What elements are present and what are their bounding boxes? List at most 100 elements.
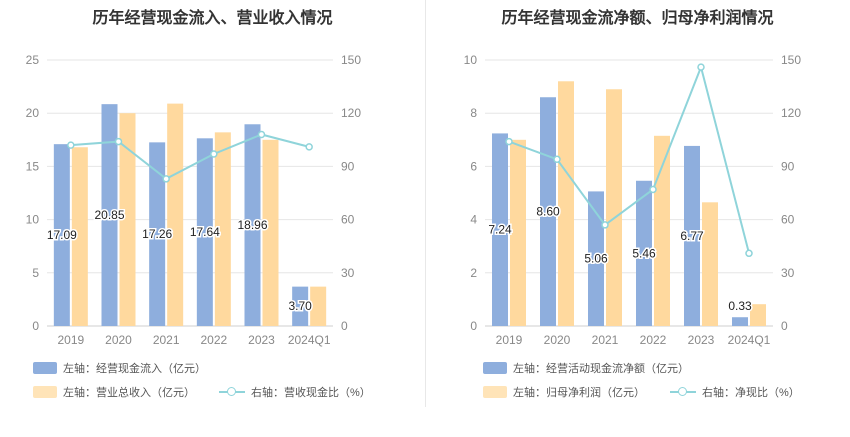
left-axis-tick-label: 20 bbox=[26, 106, 40, 120]
bar-secondary bbox=[119, 113, 136, 326]
ratio-point bbox=[745, 249, 753, 258]
legend-label: 左轴：营业总收入（亿元） bbox=[63, 387, 195, 399]
right-axis-tick-label: 30 bbox=[341, 266, 355, 280]
bar-primary bbox=[684, 145, 700, 326]
left-axis-tick-label: 0 bbox=[32, 319, 39, 333]
ratio-point bbox=[553, 155, 561, 164]
left-chart-plot: 0 5 10 15 20 25 0 30 60 90 120 150 2019 2020 2021 2022 2… bbox=[26, 53, 362, 347]
left-axis-tick-label: 15 bbox=[26, 159, 40, 173]
bar-primary bbox=[53, 144, 70, 326]
right-axis-tick-label: 0 bbox=[781, 319, 788, 333]
right-axis-tick-label: 150 bbox=[781, 53, 801, 67]
bar-secondary bbox=[750, 304, 766, 326]
ratio-point bbox=[601, 221, 609, 229]
legend-item-net-cash[interactable]: 左轴：经营活动现金流净额（亿元） bbox=[483, 360, 689, 376]
bar-secondary bbox=[558, 81, 574, 326]
legend-label: 左轴：归母净利润（亿元） bbox=[513, 387, 645, 399]
bar-value-label: 17.64 bbox=[190, 225, 220, 239]
right-axis-tick-label: 120 bbox=[341, 106, 361, 120]
ratio-point bbox=[67, 141, 75, 149]
x-axis-tick-label: 2022 bbox=[640, 333, 667, 347]
left-axis-tick-label: 25 bbox=[26, 53, 40, 67]
bar-secondary bbox=[71, 147, 88, 326]
bar-primary bbox=[101, 104, 118, 326]
right-axis-tick-label: 90 bbox=[341, 159, 355, 173]
left-axis-tick-label: 10 bbox=[26, 213, 40, 227]
bar-value-label: 3.70 bbox=[288, 299, 312, 313]
ratio-point bbox=[649, 185, 657, 194]
bar-secondary bbox=[262, 139, 279, 326]
ratio-point bbox=[697, 63, 705, 71]
bar-primary bbox=[292, 286, 309, 326]
left-chart-title: 历年经营现金流入、营业收入情况 bbox=[92, 10, 333, 27]
bar-primary bbox=[732, 317, 748, 326]
x-axis-tick-label: 2021 bbox=[592, 333, 619, 347]
ratio-point bbox=[162, 175, 170, 183]
legend-item-ratio[interactable]: 右轴：营收现金比（%） bbox=[219, 384, 371, 400]
bar-value-label: 18.96 bbox=[237, 218, 267, 232]
bar-secondary bbox=[702, 202, 718, 326]
legend-line-icon bbox=[219, 386, 245, 398]
legend-item-net-profit[interactable]: 左轴：归母净利润（亿元） bbox=[483, 384, 645, 400]
right-chart-title: 历年经营现金流净额、归母净利润情况 bbox=[501, 10, 774, 27]
legend-swatch-blue bbox=[33, 362, 57, 374]
bar-primary bbox=[492, 133, 508, 326]
left-axis-tick-label: 6 bbox=[470, 159, 477, 173]
bar-secondary bbox=[510, 139, 526, 326]
left-axis-tick-label: 4 bbox=[470, 213, 477, 227]
x-axis-tick-label: 2019 bbox=[57, 333, 84, 347]
bar-primary bbox=[244, 124, 261, 327]
left-axis-tick-label: 0 bbox=[470, 319, 477, 333]
legend-swatch-orange bbox=[33, 386, 57, 398]
ratio-line bbox=[508, 63, 750, 254]
ratio-line bbox=[70, 133, 310, 180]
bar-primary bbox=[588, 191, 604, 326]
legend-item-net-cash-ratio[interactable]: 右轴：净现比（%） bbox=[670, 384, 800, 400]
bar-value-label: 17.26 bbox=[142, 227, 172, 241]
right-axis-tick-label: 150 bbox=[341, 53, 361, 67]
x-axis-tick-label: 2022 bbox=[200, 333, 227, 347]
x-axis-tick-label: 2020 bbox=[544, 333, 571, 347]
bar-value-label: 17.09 bbox=[47, 228, 77, 242]
bar-primary bbox=[149, 142, 166, 326]
left-axis-tick-label: 2 bbox=[470, 266, 477, 280]
x-axis-tick-label: 2023 bbox=[688, 333, 715, 347]
left-chart-panel: 历年经营现金流入、营业收入情况 0 5 10 15 20 25 0 30 60 90 120 150 2… bbox=[26, 10, 371, 400]
x-axis-tick-label: 2020 bbox=[105, 333, 132, 347]
legend-swatch-orange bbox=[483, 386, 507, 398]
ratio-point bbox=[505, 137, 513, 146]
panel-divider bbox=[425, 0, 426, 407]
bar-secondary bbox=[310, 286, 327, 326]
legend-label: 左轴：经营现金流入（亿元） bbox=[63, 363, 206, 375]
bar-value-label: 5.46 bbox=[632, 246, 656, 260]
right-chart-panel: 历年经营现金流净额、归母净利润情况 0 2 4 6 8 10 0 30 60 90 120 150 20… bbox=[425, 0, 850, 437]
bar-primary bbox=[196, 138, 213, 326]
ratio-point bbox=[257, 130, 266, 139]
bar-secondary bbox=[167, 103, 184, 327]
bar-value-label: 5.06 bbox=[584, 252, 608, 266]
x-axis-tick-label: 2024Q1 bbox=[728, 333, 771, 347]
right-axis-tick-label: 60 bbox=[781, 213, 795, 227]
bar-secondary bbox=[606, 89, 622, 326]
left-axis-tick-label: 10 bbox=[464, 53, 478, 67]
legend-swatch-blue bbox=[483, 362, 507, 374]
right-axis-tick-label: 0 bbox=[341, 319, 348, 333]
bar-value-label: 7.24 bbox=[488, 223, 512, 237]
bar-value-label: 0.33 bbox=[728, 299, 752, 313]
bar-value-label: 8.60 bbox=[536, 205, 560, 219]
bar-value-label: 6.77 bbox=[680, 229, 704, 243]
legend-line-icon bbox=[670, 386, 696, 398]
left-axis-tick-label: 8 bbox=[470, 106, 477, 120]
bar-value-label: 20.85 bbox=[94, 208, 124, 222]
x-axis-tick-label: 2024Q1 bbox=[288, 333, 331, 347]
right-axis-tick-label: 30 bbox=[781, 266, 795, 280]
legend-item-revenue[interactable]: 左轴：营业总收入（亿元） bbox=[33, 384, 195, 400]
bar-primary bbox=[636, 180, 652, 326]
ratio-point bbox=[305, 143, 313, 151]
legend-item-cash-inflow[interactable]: 左轴：经营现金流入（亿元） bbox=[33, 360, 206, 376]
bar-secondary bbox=[654, 135, 670, 326]
ratio-point bbox=[114, 137, 123, 146]
x-axis-tick-label: 2019 bbox=[496, 333, 523, 347]
right-chart-plot: 0 2 4 6 8 10 0 30 60 90 120 150 2019 2020 2021 2022 2023… bbox=[464, 53, 802, 347]
x-axis-tick-label: 2023 bbox=[248, 333, 275, 347]
